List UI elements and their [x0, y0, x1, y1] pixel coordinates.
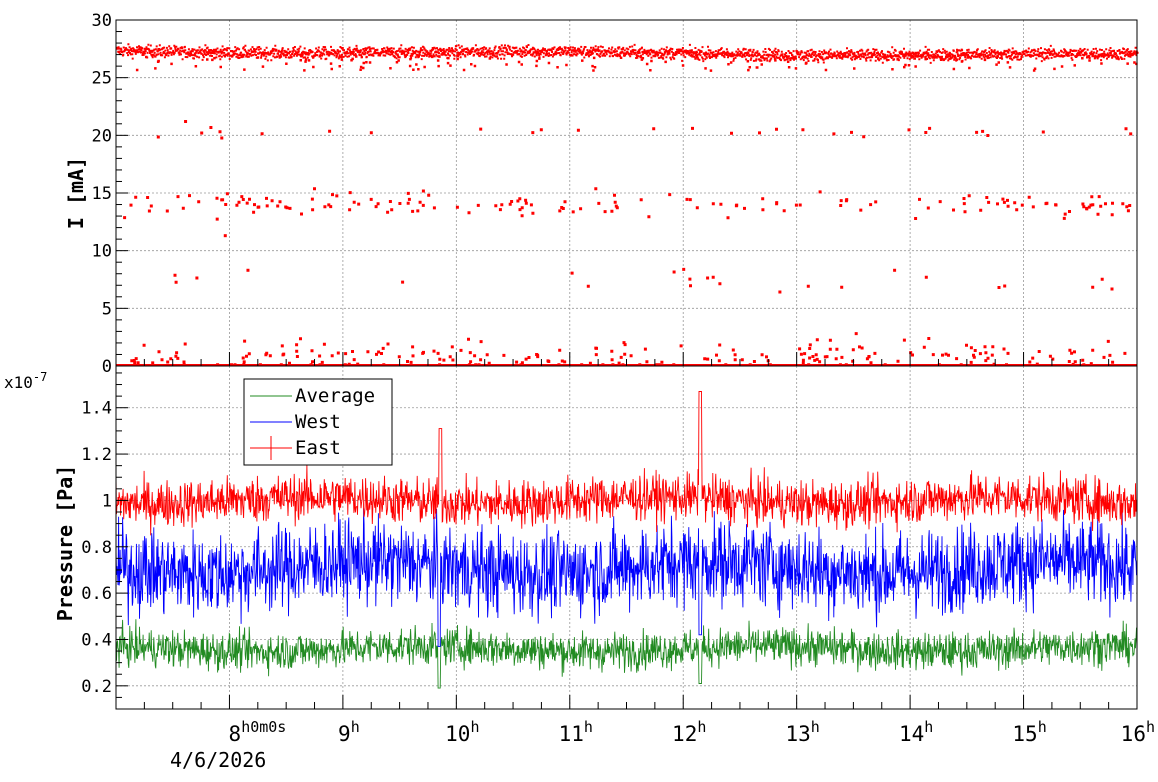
x-tick-label: 10h [445, 718, 479, 746]
current-y-tick-label: 30 [92, 11, 112, 31]
pressure-y-tick-label: 1 [102, 491, 112, 511]
current-y-tick-label: 25 [92, 69, 112, 89]
current-y-axis-title: I [mA] [64, 157, 88, 229]
legend-entry-west: West [250, 411, 341, 433]
current-stray-point [246, 268, 250, 272]
x-tick-label: 8h0m0s [229, 718, 287, 746]
pressure-series-average [115, 619, 1138, 689]
legend-label-west: West [295, 411, 341, 433]
current-y-tick-label: 20 [92, 126, 112, 146]
pressure-y-tick-label: 0.2 [81, 677, 112, 697]
x-tick-label: 9h [338, 718, 360, 746]
current-y-tick-label: 15 [92, 184, 112, 204]
x-tick-label: 16h [1121, 718, 1155, 746]
pressure-y-tick-label: 1.2 [81, 445, 112, 465]
pressure-series-west [115, 507, 1138, 647]
current-main-band-points [116, 43, 1139, 64]
current-y-tick-label: 0 [102, 357, 112, 377]
x-tick-label: 12h [672, 718, 706, 746]
x-tick-label: 11h [559, 718, 593, 746]
legend-entry-average: Average [250, 385, 375, 407]
current-plot-frame [116, 20, 1137, 366]
pressure-data-lines [115, 391, 1138, 689]
pressure-exponent-label: x10-7 [4, 370, 47, 392]
legend-label-average: Average [295, 385, 375, 407]
time-x-axis: 8h0m0s 9h 10h 11h 12h 13h 14h 15h 16h [143, 352, 1155, 746]
current-gridlines [116, 20, 1137, 366]
current-y-tick-label: 10 [92, 242, 112, 262]
current-stray-point [893, 268, 897, 272]
x-tick-label: 14h [899, 718, 933, 746]
pressure-y-tick-label: 0.8 [81, 538, 112, 558]
current-panel: 0 5 10 15 20 25 30 I [mA] [64, 11, 1139, 377]
pressure-panel: 0.2 0.4 0.6 0.8 1 1.2 1.4 8h0m0s 9h 10h 11h 12h 13h… [4, 352, 1155, 772]
x-tick-label: 15h [1012, 718, 1046, 746]
pressure-y-axis: 0.2 0.4 0.6 0.8 1 1.2 1.4 [81, 372, 128, 698]
current-y-tick-label: 5 [102, 299, 112, 319]
current-stray-point [184, 119, 188, 123]
pressure-y-tick-label: 1.4 [81, 399, 112, 419]
pressure-series-east [115, 391, 1138, 536]
pressure-y-axis-title: Pressure [Pa] [53, 465, 77, 622]
pressure-y-tick-label: 0.6 [81, 584, 112, 604]
legend-label-east: East [295, 437, 341, 459]
x-axis-date-label: 4/6/2026 [170, 748, 266, 772]
x-tick-label: 13h [786, 718, 820, 746]
current-y-axis: 0 5 10 15 20 25 30 [92, 11, 128, 377]
pressure-y-tick-label: 0.4 [81, 630, 112, 650]
pressure-legend: Average West East [243, 378, 393, 466]
current-stray-point [223, 234, 227, 238]
legend-entry-east: East [250, 436, 341, 460]
